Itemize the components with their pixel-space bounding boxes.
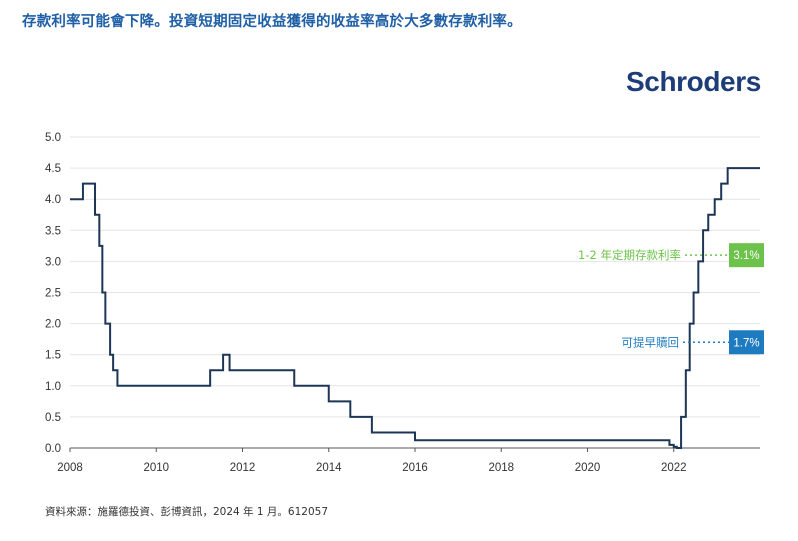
- x-tick-label: 2022: [661, 462, 687, 474]
- y-tick-label: 0.5: [45, 412, 61, 424]
- y-tick-label: 4.5: [45, 163, 61, 175]
- y-tick-label: 0.0: [45, 443, 61, 455]
- x-tick-label: 2018: [488, 462, 514, 474]
- schroders-logo: Schroders: [626, 66, 761, 97]
- annotation-label: 可提早贖回: [622, 335, 680, 349]
- x-tick-label: 2016: [402, 462, 428, 474]
- x-tick-label: 2020: [575, 462, 601, 474]
- y-tick-label: 3.0: [45, 256, 61, 268]
- y-tick-label: 2.5: [45, 288, 61, 300]
- x-tick-label: 2014: [316, 462, 342, 474]
- annotation-badge: [729, 243, 764, 268]
- y-tick-label: 5.0: [45, 132, 61, 144]
- annotation-badge: [729, 330, 764, 355]
- y-tick-label: 1.5: [45, 350, 61, 362]
- source-note: 資料來源：施羅德投資、彭博資訊，2024 年 1 月。612057: [45, 506, 328, 518]
- y-tick-label: 1.0: [45, 381, 61, 393]
- y-tick-label: 4.0: [45, 194, 61, 206]
- headline: 存款利率可能會下降。投資短期固定收益獲得的收益率高於大多數存款利率。: [22, 14, 522, 30]
- y-tick-label: 3.5: [45, 225, 61, 237]
- line-chart: 0.0 0.5 1.0 1.5 2.0 2.5 3.0 3.5 4.0 4.5 5.0 2008 201…: [45, 132, 764, 474]
- x-tick-label: 2012: [230, 462, 256, 474]
- y-tick-label: 2.0: [45, 319, 61, 331]
- interest-rate-line: [70, 167, 760, 449]
- annotation-value: 3.1%: [733, 250, 759, 262]
- x-tick-label: 2010: [143, 462, 169, 474]
- annotation-value: 1.7%: [733, 337, 759, 349]
- annotation-label: 1-2 年定期存款利率: [578, 248, 681, 262]
- x-tick-label: 2008: [57, 462, 83, 474]
